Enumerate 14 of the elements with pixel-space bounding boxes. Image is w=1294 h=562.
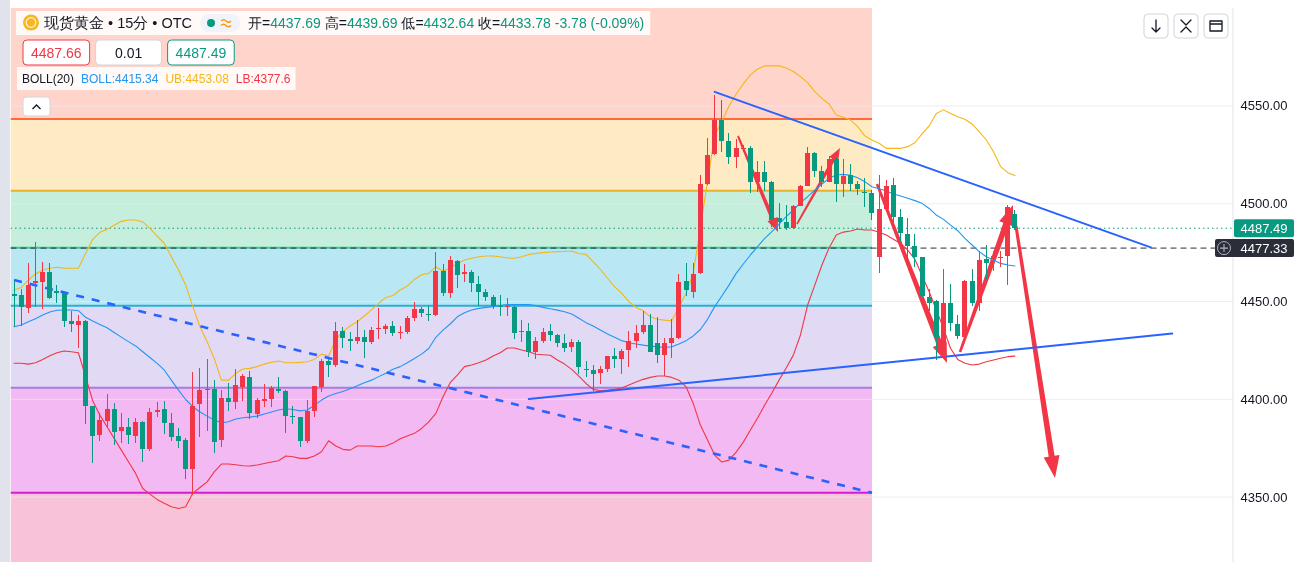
- y-tick-label: 4500.00: [1240, 196, 1288, 212]
- text: 4487.49: [1240, 220, 1288, 236]
- y-tick-label: 4550.00: [1240, 98, 1288, 114]
- y-tick-label: 4450.00: [1240, 294, 1288, 310]
- text: 开=4437.69 高=4439.69 低=4432.64 收=4433.78 -3.78 (-0.09%): [248, 15, 645, 31]
- annotation: 0.01: [114, 44, 143, 61]
- text: 4477.33: [1240, 240, 1288, 256]
- legend-title: BOLL(20): [22, 72, 75, 86]
- y-tick-label: 4400.00: [1240, 391, 1288, 407]
- legend: BOLL(20) BOLL:4415.34 UB:4453.08 LB:4377.6: [17, 67, 296, 90]
- text: 现货黄金 • 15分 • OTC: [44, 15, 193, 31]
- y-tick-label: 4350.00: [1240, 489, 1288, 505]
- annotation: 4487.49: [175, 44, 227, 61]
- annotation: 4487.66: [31, 44, 82, 61]
